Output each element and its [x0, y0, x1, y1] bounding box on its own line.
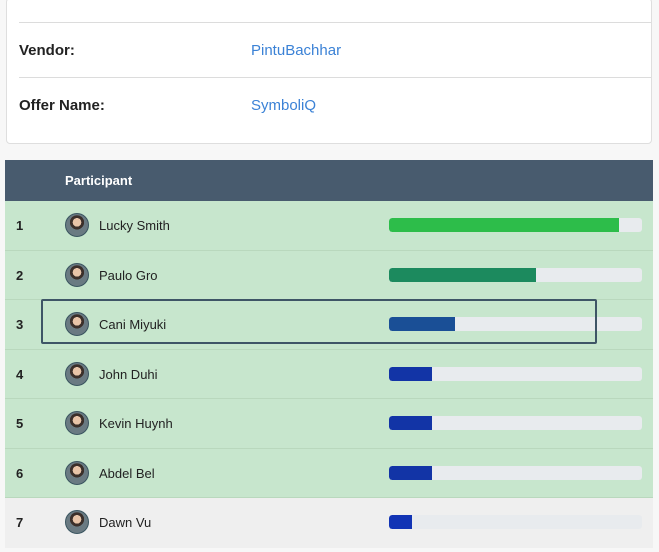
offer-name-link[interactable]: SymboliQ — [251, 97, 317, 114]
participant-name: Paulo Gro — [99, 267, 158, 283]
rank: 1 — [16, 218, 24, 233]
offer-details-card: Vendor: PintuBachhar Offer Name: Symboli… — [6, 0, 652, 144]
progress-bar — [389, 218, 642, 232]
progress-bar — [389, 317, 642, 331]
table-row[interactable]: 2 Paulo Gro — [5, 250, 653, 300]
progress-fill — [389, 267, 536, 282]
avatar — [65, 460, 89, 485]
divider — [19, 77, 651, 78]
progress-fill — [389, 465, 432, 480]
leaderboard-table: Participant 1 Lucky Smith 2 Paulo Gro 3 … — [5, 160, 653, 548]
rank: 2 — [16, 267, 24, 283]
participant-column-header: Participant — [65, 173, 133, 188]
avatar — [65, 361, 89, 386]
avatar — [65, 213, 89, 237]
rank: 4 — [16, 366, 24, 382]
avatar — [65, 262, 89, 287]
avatar — [65, 411, 89, 435]
progress-fill — [389, 317, 455, 331]
avatar — [65, 510, 89, 534]
participant-name: Lucky Smith — [99, 218, 170, 233]
divider — [19, 22, 651, 23]
progress-bar — [389, 416, 642, 430]
offer-name-label: Offer Name: — [19, 97, 105, 114]
participant-name: Cani Miyuki — [99, 317, 167, 332]
vendor-label: Vendor: — [19, 42, 75, 59]
rank: 3 — [16, 317, 24, 332]
table-row[interactable]: 4 John Duhi — [5, 349, 653, 399]
progress-fill — [389, 416, 432, 430]
progress-bar — [389, 267, 642, 282]
participant-name: Abdel Bel — [99, 465, 155, 481]
progress-bar — [389, 366, 642, 381]
progress-fill — [389, 218, 620, 232]
participant-name: John Duhi — [99, 366, 158, 382]
vendor-link[interactable]: PintuBachhar — [251, 42, 342, 59]
rank: 6 — [16, 465, 24, 481]
table-row[interactable]: 7 Dawn Vu — [5, 498, 653, 548]
table-row[interactable]: 5 Kevin Huynh — [5, 399, 653, 449]
rank: 7 — [16, 515, 24, 530]
progress-fill — [389, 515, 412, 529]
avatar — [65, 312, 89, 336]
progress-bar — [389, 465, 642, 480]
table-header: Participant — [5, 160, 653, 201]
table-row[interactable]: 6 Abdel Bel — [5, 448, 653, 498]
selection-highlight — [41, 299, 597, 344]
rank: 5 — [16, 416, 24, 431]
participant-name: Kevin Huynh — [99, 416, 173, 431]
participant-name: Dawn Vu — [99, 515, 152, 530]
progress-bar — [389, 515, 642, 529]
table-row[interactable]: 3 Cani Miyuki — [5, 300, 653, 350]
progress-fill — [389, 366, 432, 381]
table-row[interactable]: 1 Lucky Smith — [5, 201, 653, 251]
